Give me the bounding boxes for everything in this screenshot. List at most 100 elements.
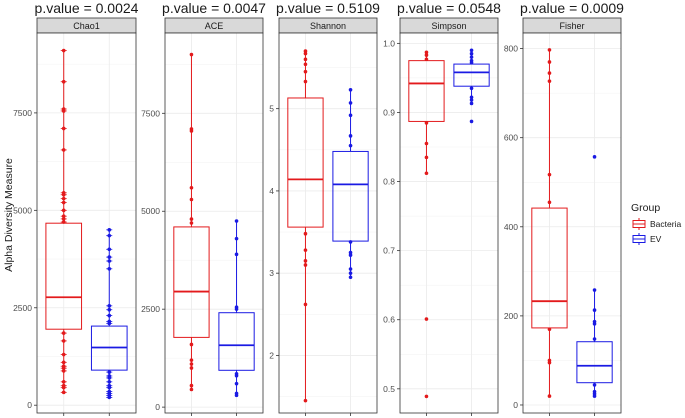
data-point [234, 307, 239, 311]
data-point [348, 250, 353, 255]
data-point [107, 313, 112, 318]
y-tick-label: 0.7 [383, 246, 395, 256]
data-point [61, 214, 66, 218]
data-point [303, 69, 308, 74]
data-point [61, 352, 66, 357]
y-tick-label: 5000 [141, 206, 160, 216]
data-point [61, 217, 66, 221]
data-point [189, 217, 194, 221]
data-point [61, 148, 66, 152]
data-point [107, 380, 112, 384]
data-point [189, 52, 194, 57]
data-point [469, 101, 474, 106]
strip-label: Chao1 [73, 21, 100, 31]
data-point [107, 247, 112, 252]
data-point [189, 185, 194, 190]
data-point [303, 248, 308, 252]
data-point [61, 200, 66, 205]
y-tick-label: 5 [269, 104, 274, 114]
data-point [61, 79, 66, 84]
boxplot-bacteria [408, 50, 445, 399]
data-point [107, 255, 112, 259]
boxplot-ev [90, 228, 128, 400]
data-point [303, 263, 308, 267]
boxplot-ev [576, 155, 613, 398]
boxplot-bacteria [45, 48, 83, 395]
data-point [189, 387, 194, 392]
data-point [424, 155, 429, 160]
box [173, 226, 210, 338]
legend-key-bacteria [632, 218, 646, 230]
data-point [61, 380, 66, 384]
y-tick-label: 7500 [13, 108, 32, 118]
data-point [107, 304, 112, 308]
data-point [592, 288, 597, 292]
legend-key-ev [632, 233, 646, 245]
facet-panels: p.value = 0.0024Chao10250050007500p.valu… [13, 0, 624, 416]
data-point [61, 208, 66, 213]
data-point [348, 113, 353, 118]
data-point [234, 373, 239, 378]
boxplot-bacteria [287, 49, 324, 403]
data-point [424, 317, 429, 321]
data-point [234, 219, 239, 223]
data-point [303, 49, 308, 53]
data-point [547, 327, 552, 332]
data-point [107, 307, 112, 312]
data-point [424, 394, 429, 399]
y-tick-label: 2500 [141, 304, 160, 314]
data-point [189, 366, 194, 370]
y-tick-label: 0.6 [383, 315, 395, 325]
data-point [424, 53, 429, 57]
data-point [348, 143, 353, 148]
data-point [107, 259, 112, 263]
y-tick-label: 3 [269, 268, 274, 278]
strip-label: Shannon [310, 21, 346, 31]
y-tick-label: 5000 [13, 205, 32, 215]
y-tick-label: 0.8 [383, 177, 395, 187]
data-point [424, 171, 429, 176]
data-point [61, 390, 66, 395]
data-point [61, 369, 66, 373]
y-tick-label: 400 [504, 222, 518, 232]
panel-chao1: p.value = 0.0024 Chao1 0 2500 5000 7500 [13, 0, 139, 416]
data-point [303, 79, 308, 84]
data-point [303, 259, 308, 263]
strip-label: ACE [205, 21, 224, 31]
data-point [189, 221, 194, 225]
strip-label: Fisher [559, 21, 584, 31]
y-tick-label: 0 [27, 400, 32, 410]
plot-background [165, 33, 263, 413]
y-axis-label: Alpha Diversity Measure [3, 158, 15, 272]
data-point [107, 266, 112, 271]
data-point [348, 87, 353, 92]
y-tick-label: 4 [269, 186, 274, 196]
panel-shannon: p.value = 0.5109 Shannon 2 3 4 5 [269, 0, 380, 416]
panel-ace: p.value = 0.0047 ACE 0 2500 5000 7500 [141, 0, 266, 416]
data-point [469, 95, 474, 100]
data-point [234, 393, 239, 398]
data-point [107, 376, 112, 380]
panel-pvalue-title: p.value = 0.0047 [162, 0, 266, 16]
panel-pvalue-title: p.value = 0.0548 [397, 0, 501, 16]
data-point [424, 121, 429, 125]
y-tick-label: 2500 [13, 303, 32, 313]
plot-background [523, 33, 621, 413]
data-point [61, 192, 66, 197]
panel-border [522, 32, 622, 414]
data-point [303, 57, 308, 62]
data-point [107, 395, 112, 400]
legend-label-bacteria: Bacteria [650, 219, 681, 229]
y-tick-label: 1.0 [383, 38, 395, 48]
data-point [189, 129, 194, 133]
y-tick-label: 0.5 [383, 384, 395, 394]
boxplot-ev [218, 219, 255, 398]
data-point [107, 233, 112, 238]
y-tick-label: 0 [155, 402, 160, 412]
panel-border [164, 32, 264, 414]
data-point [303, 51, 308, 56]
boxplot-ev [332, 87, 369, 280]
data-point [469, 55, 474, 59]
boxplot-bacteria [531, 48, 568, 398]
data-point [189, 197, 194, 202]
